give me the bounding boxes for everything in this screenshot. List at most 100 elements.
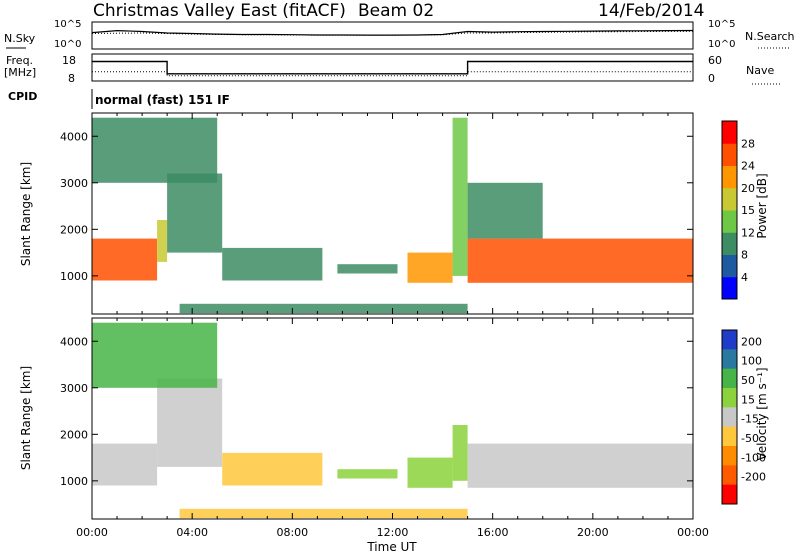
nave-tick-top: 60: [708, 54, 722, 67]
y-tick-label: 2000: [60, 223, 88, 236]
date-title: 14/Feb/2014: [598, 1, 704, 21]
y-tick-label: 3000: [60, 177, 88, 190]
power-region-2: [167, 173, 223, 253]
colorbar-tick-label: -50: [741, 432, 759, 445]
colorbar-segment: [722, 388, 737, 408]
velocity-axis-ticks: 1000 2000 3000 4000: [60, 318, 694, 519]
velocity-region-0: [92, 443, 158, 486]
freq-tick-top: 18: [62, 54, 76, 67]
nsky-label: N.Sky: [4, 32, 36, 45]
nsearch-label: N.Search: [745, 30, 795, 43]
colorbar-tick-label: 50: [741, 374, 755, 387]
velocity-region-8: [179, 508, 468, 519]
colorbar-tick-label: -100: [741, 451, 766, 464]
x-tick-label: 16:00: [477, 526, 509, 539]
noise-panel-frame: [91, 21, 694, 50]
velocity-colorbar: 200 100 50 15 -15 -50 -100 -200: [721, 329, 766, 505]
x-tick-label: 12:00: [377, 526, 409, 539]
velocity-colorbar-label: Velocity [m s⁻¹]: [755, 367, 769, 460]
colorbar-frame: [721, 120, 738, 300]
power-region-10: [179, 303, 468, 314]
colorbar-tick-label: -200: [741, 471, 766, 484]
nave-tick-bottom: 0: [708, 72, 715, 85]
velocity-region-6: [452, 425, 468, 481]
power-region-3: [92, 117, 218, 183]
colorbar-tick-label: 15: [741, 393, 755, 406]
y-tick-label: 2000: [60, 428, 88, 441]
colorbar-segment: [722, 368, 737, 389]
nsky-tick-bottom: 10^0: [54, 39, 81, 50]
power-region-4: [222, 247, 323, 281]
power-ylabel: Slant Range [km]: [19, 162, 33, 266]
x-tick-label: 04:00: [176, 526, 208, 539]
power-region-5: [337, 264, 398, 274]
power-region-7: [452, 117, 468, 276]
y-tick-label: 3000: [60, 382, 88, 395]
colorbar-tick-label: 8: [741, 249, 748, 262]
x-axis-label: Time UT: [366, 540, 417, 554]
nsearch-tick-bottom: 10^0: [708, 39, 735, 50]
colorbar-segment: [722, 143, 737, 166]
freq-series-line: [92, 60, 693, 75]
power-colorbar: 4 8 12 15 20 24 28: [721, 120, 755, 300]
y-tick-label: 4000: [60, 335, 88, 348]
freq-unit-label: [MHz]: [4, 66, 36, 79]
nsearch-series-line: [91, 30, 694, 36]
x-tick-label: 00:00: [677, 526, 709, 539]
velocity-heatmap-cells: [92, 322, 693, 519]
y-tick-label: 1000: [60, 475, 88, 488]
power-colorbar-label: Power [dB]: [755, 173, 769, 238]
colorbar-tick-label: 20: [741, 182, 755, 195]
colorbar-frame: [721, 329, 738, 505]
colorbar-segment: [722, 484, 737, 505]
colorbar-tick-label: 100: [741, 355, 762, 368]
colorbar-segment: [722, 276, 737, 300]
power-heatmap-cells: [92, 117, 693, 314]
colorbar-segment: [722, 426, 737, 447]
x-tick-labels: 00:00 04:00 08:00 12:00 16:00 20:00 00:00: [76, 526, 709, 539]
x-tick-label: 20:00: [577, 526, 609, 539]
colorbar-segment: [722, 187, 737, 211]
nave-label: Nave: [746, 64, 774, 77]
colorbar-tick-label: 28: [741, 137, 755, 150]
freq-tick-bottom: 8: [68, 72, 75, 85]
nsky-series-line: [91, 29, 694, 36]
velocity-region-7: [467, 443, 693, 488]
colorbar-segment: [722, 465, 737, 486]
velocity-region-4: [337, 469, 398, 479]
power-region-8: [467, 238, 693, 283]
colorbar-segment: [722, 330, 737, 350]
colorbar-tick-label: 24: [741, 160, 755, 173]
y-tick-label: 4000: [60, 130, 88, 143]
power-region-0: [92, 238, 158, 281]
colorbar-segment: [722, 210, 737, 233]
station-title: Christmas Valley East (fitACF): [93, 1, 346, 21]
freq-panel-frame: [91, 53, 694, 82]
colorbar-tick-label: -15: [741, 413, 759, 426]
power-region-6: [407, 252, 453, 283]
colorbar-tick-label: 4: [741, 271, 748, 284]
cpid-label: CPID: [8, 90, 37, 103]
velocity-region-1: [157, 378, 223, 467]
beam-title: Beam 02: [358, 1, 434, 21]
colorbar-segment: [722, 349, 737, 370]
velocity-ylabel: Slant Range [km]: [19, 366, 33, 470]
colorbar-tick-label: 200: [741, 335, 762, 348]
x-tick-label: 08:00: [276, 526, 308, 539]
nsearch-tick-top: 10^5: [708, 19, 735, 30]
colorbar-segment: [722, 165, 737, 189]
nsky-tick-top: 10^5: [54, 19, 81, 30]
power-region-9: [467, 182, 543, 239]
x-tick-label: 00:00: [76, 526, 108, 539]
colorbar-tick-label: 12: [741, 226, 755, 239]
power-region-1: [157, 220, 168, 262]
velocity-region-5: [407, 457, 453, 488]
colorbar-segment: [722, 254, 737, 278]
cpid-value: normal (fast) 151 IF: [95, 93, 230, 107]
colorbar-segment: [722, 232, 737, 255]
velocity-region-2: [92, 322, 218, 388]
colorbar-tick-label: 15: [741, 204, 755, 217]
power-axis-ticks: 1000 2000 3000 4000: [60, 113, 694, 314]
colorbar-segment: [722, 407, 737, 428]
